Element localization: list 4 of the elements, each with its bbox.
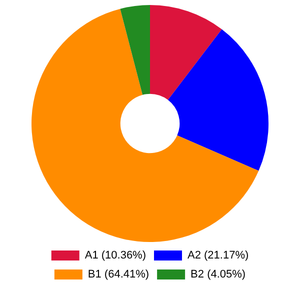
legend-label: A1 (10.36%) [84, 250, 146, 262]
legend-label: B2 (4.05%) [190, 268, 246, 281]
legend-label: B1 (64.41%) [88, 268, 150, 281]
legend-label: A2 (21.17%) [188, 250, 249, 262]
